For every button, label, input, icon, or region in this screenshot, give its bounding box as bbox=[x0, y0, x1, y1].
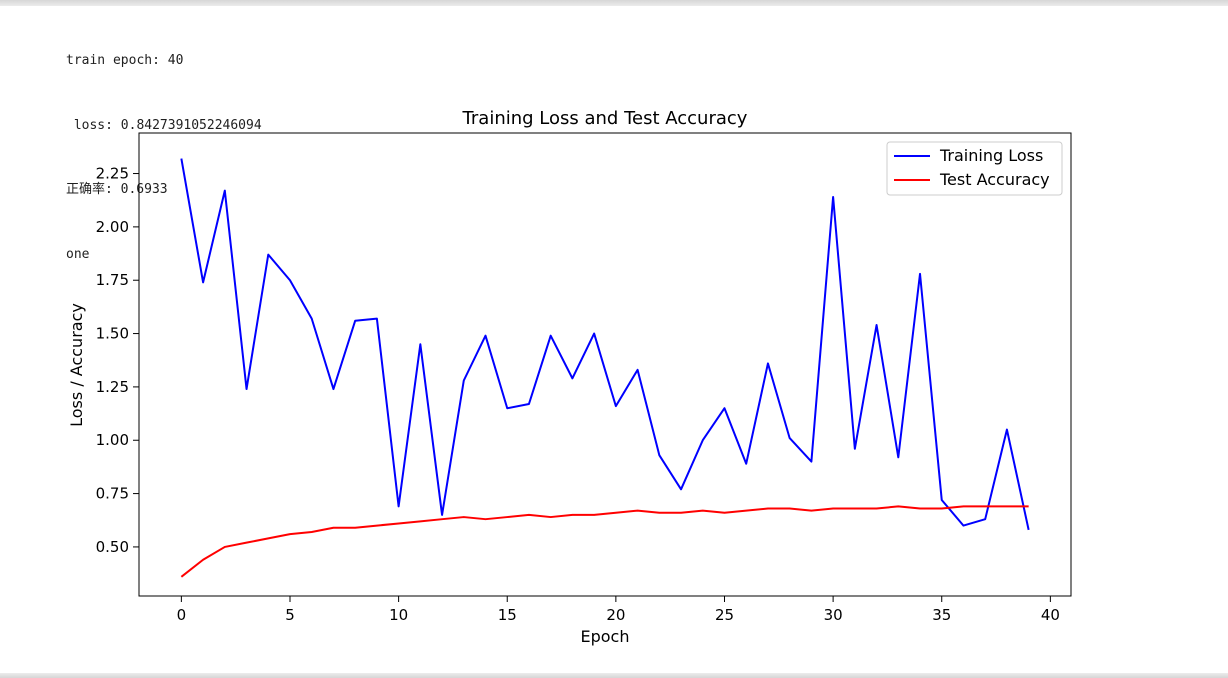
series-line-test-accuracy bbox=[180, 505, 1029, 578]
top-border bbox=[0, 0, 1228, 6]
console-line-accuracy: 正确率: 0.6933 bbox=[66, 182, 168, 197]
y-tick-label: 2.25 bbox=[96, 165, 129, 183]
x-tick-label: 35 bbox=[932, 606, 951, 624]
y-tick-label: 0.75 bbox=[96, 485, 129, 503]
legend-label: Training Loss bbox=[939, 146, 1043, 165]
bottom-border bbox=[0, 673, 1228, 678]
series-lines bbox=[180, 158, 1030, 578]
x-tick-label: 15 bbox=[498, 606, 517, 624]
console-line-loss: loss: 0.8427391052246094 bbox=[66, 117, 262, 133]
y-tick-label: 1.25 bbox=[96, 378, 129, 396]
x-tick-label: 5 bbox=[285, 606, 295, 624]
chart: Training Loss and Test Accuracy 0 5 10 15 20… bbox=[67, 108, 1072, 646]
y-tick-label: 2.00 bbox=[96, 218, 129, 236]
x-tick-label: 0 bbox=[177, 606, 187, 624]
x-tick-label: 25 bbox=[715, 606, 734, 624]
series-line-training-loss bbox=[180, 158, 1030, 531]
y-axis-label: Loss / Accuracy bbox=[67, 303, 86, 427]
legend-box bbox=[886, 141, 1063, 196]
x-tick-label: 10 bbox=[389, 606, 408, 624]
console-line-one: one bbox=[66, 246, 90, 262]
chart-title: Training Loss and Test Accuracy bbox=[462, 108, 748, 129]
y-tick-label: 1.00 bbox=[96, 431, 129, 449]
y-ticks: 0.50 0.75 1.00 1.25 1.50 1.75 2.00 2.25 bbox=[96, 165, 139, 556]
x-axis-label: Epoch bbox=[581, 627, 630, 646]
x-tick-label: 40 bbox=[1041, 606, 1060, 624]
y-tick-label: 0.50 bbox=[96, 538, 129, 556]
legend-label: Test Accuracy bbox=[939, 170, 1050, 189]
console-output: train epoch: 40 loss: 0.8427391052246094… bbox=[66, 7, 262, 287]
x-ticks: 0 5 10 15 20 25 30 35 40 bbox=[177, 596, 1060, 624]
legend: Training Loss Test Accuracy bbox=[886, 141, 1063, 196]
console-line-epoch: train epoch: 40 bbox=[66, 53, 184, 68]
y-tick-label: 1.50 bbox=[96, 325, 129, 343]
plot-area: Training Loss and Test Accuracy 0 5 10 15 20… bbox=[67, 108, 1072, 646]
y-tick-label: 1.75 bbox=[96, 271, 129, 289]
x-tick-label: 20 bbox=[606, 606, 625, 624]
axes-frame bbox=[138, 132, 1072, 597]
x-tick-label: 30 bbox=[824, 606, 843, 624]
